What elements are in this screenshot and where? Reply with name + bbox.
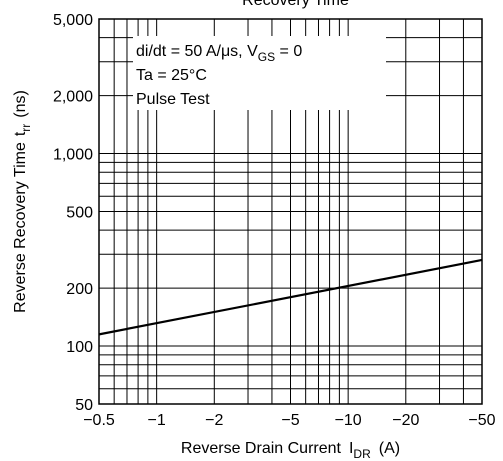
x-tick-label: −2	[205, 412, 223, 429]
annotation-temperature: Ta = 25°C	[136, 67, 207, 84]
chart-title: Recovery Time	[242, 0, 349, 9]
annotation-pulse-test: Pulse Test	[136, 91, 210, 108]
x-axis-symbol-subscript: DR	[353, 447, 371, 461]
y-axis-label: Reverse Recovery Time trr (ns)	[12, 90, 33, 313]
x-tick-label: −10	[335, 412, 362, 429]
y-tick-label: 500	[66, 205, 93, 222]
x-tick-label: −0.5	[83, 412, 115, 429]
series	[98, 258, 483, 336]
y-tick-label: 50	[75, 397, 93, 414]
x-axis-label: Reverse Drain Current IDR (A)	[181, 440, 400, 461]
y-tick-label: 1,000	[53, 147, 93, 164]
annotation-vgs-value: = 0	[275, 43, 302, 60]
annotation-didt: di/dt = 50 A/μs, V	[136, 43, 258, 60]
annotation-conditions: di/dt = 50 A/μs, VGS = 0	[136, 43, 302, 64]
plot-frame	[98, 18, 483, 405]
x-tick-label: −50	[468, 412, 495, 429]
y-tick-label: 200	[66, 281, 93, 298]
y-tick-label: 100	[66, 339, 93, 356]
y-axis-unit: (ns)	[12, 90, 29, 118]
x-axis-symbol: I	[349, 440, 353, 457]
y-axis-symbol-subscript: rr	[19, 124, 33, 132]
annotation-vgs-subscript: GS	[258, 50, 275, 64]
annotation-background	[133, 36, 386, 110]
x-tick-label: −20	[392, 412, 419, 429]
y-tick-labels: 50 100 200 500 1,000 2,000 5,000	[53, 12, 93, 414]
x-tick-label: −5	[281, 412, 299, 429]
y-tick-label: 5,000	[53, 12, 93, 29]
series-line	[98, 258, 483, 336]
y-tick-label: 2,000	[53, 89, 93, 106]
x-axis-label-text: Reverse Drain Current	[181, 440, 342, 457]
x-axis-unit: (A)	[379, 440, 400, 457]
x-tick-labels: −0.5 −1 −2 −5 −10 −20 −50	[83, 412, 495, 429]
y-axis-label-text: Reverse Recovery Time	[12, 142, 29, 313]
y-axis-symbol: t	[12, 131, 29, 136]
x-tick-label: −1	[148, 412, 166, 429]
